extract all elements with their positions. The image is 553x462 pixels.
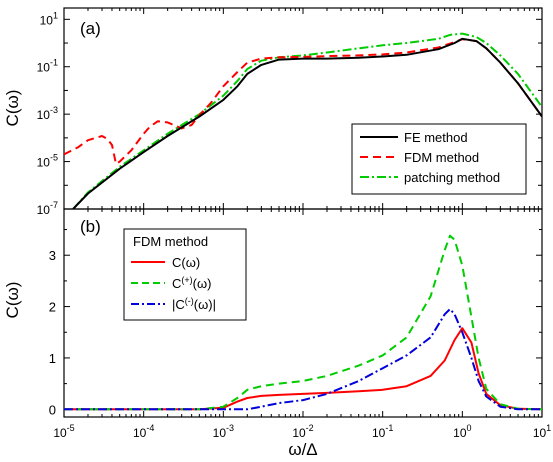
panel-a-series-0 (72, 37, 542, 209)
panel-a-series-2 (72, 32, 542, 209)
panel-a-label: (a) (80, 19, 101, 38)
panel-b-x-tick-label: 10-1 (372, 423, 393, 440)
legend-a-label-patching: patching method (404, 170, 500, 185)
legend-b: FDM method C(ω) C(+)(ω) |C(-)(ω)| (123, 228, 247, 321)
panel-a-ticks: 101 10-1 10-3 10-5 10-7 (37, 8, 542, 217)
panel-b-x-tick-label: 10-4 (133, 423, 154, 440)
panel-b-x-tick-label: 10-2 (292, 423, 313, 440)
legend-a: FE method FDM method patching method (351, 123, 527, 195)
panel-a-y-tick-label: 10-1 (37, 58, 58, 75)
legend-a-box (351, 123, 527, 195)
panel-b-series (64, 234, 542, 411)
panel-b-ticks: 0 1 2 3 10-5 10-4 10-3 10-2 10-1 100 101 (49, 209, 551, 440)
panel-b-series-2 (64, 308, 542, 411)
panel-b-label: (b) (80, 217, 101, 236)
panel-a-y-tick-label: 10-5 (37, 153, 58, 170)
legend-b-label-cminus: |C(-)(ω)| (172, 296, 216, 312)
panel-b-y-tick-label: 0 (49, 402, 56, 417)
panel-b-x-tick-label: 100 (453, 423, 471, 440)
panel-b-y-tick-label: 1 (49, 351, 56, 366)
panel-a-series (64, 32, 542, 209)
panel-b-x-tick-label: 101 (533, 423, 551, 440)
x-axis-label: ω/Δ (288, 440, 317, 459)
legend-a-label-fe: FE method (404, 130, 468, 145)
legend-b-label-cplus: C(+)(ω) (172, 275, 211, 291)
panel-b-series-1 (64, 234, 542, 411)
panel-a-ylabel: C(ω) (3, 90, 22, 127)
panel-b-x-tick-label: 10-5 (53, 423, 74, 440)
panel-b-y-tick-label: 2 (49, 300, 56, 315)
panel-b-ylabel: C(ω) (3, 282, 22, 319)
panel-a-y-tick-label: 10-3 (37, 105, 58, 122)
panel-b-series-0 (64, 327, 542, 411)
panel-a-series-1 (64, 38, 542, 165)
panel-a-y-tick-label: 10-7 (37, 200, 58, 217)
panel-b-y-tick-label: 3 (49, 248, 56, 263)
panel-a-y-tick-label: 101 (40, 10, 58, 27)
legend-b-title: FDM method (133, 234, 208, 249)
legend-b-box (123, 228, 247, 321)
legend-b-label-c: C(ω) (172, 255, 200, 270)
legend-a-label-fdm: FDM method (404, 150, 479, 165)
panel-b-x-tick-label: 10-3 (213, 423, 234, 440)
